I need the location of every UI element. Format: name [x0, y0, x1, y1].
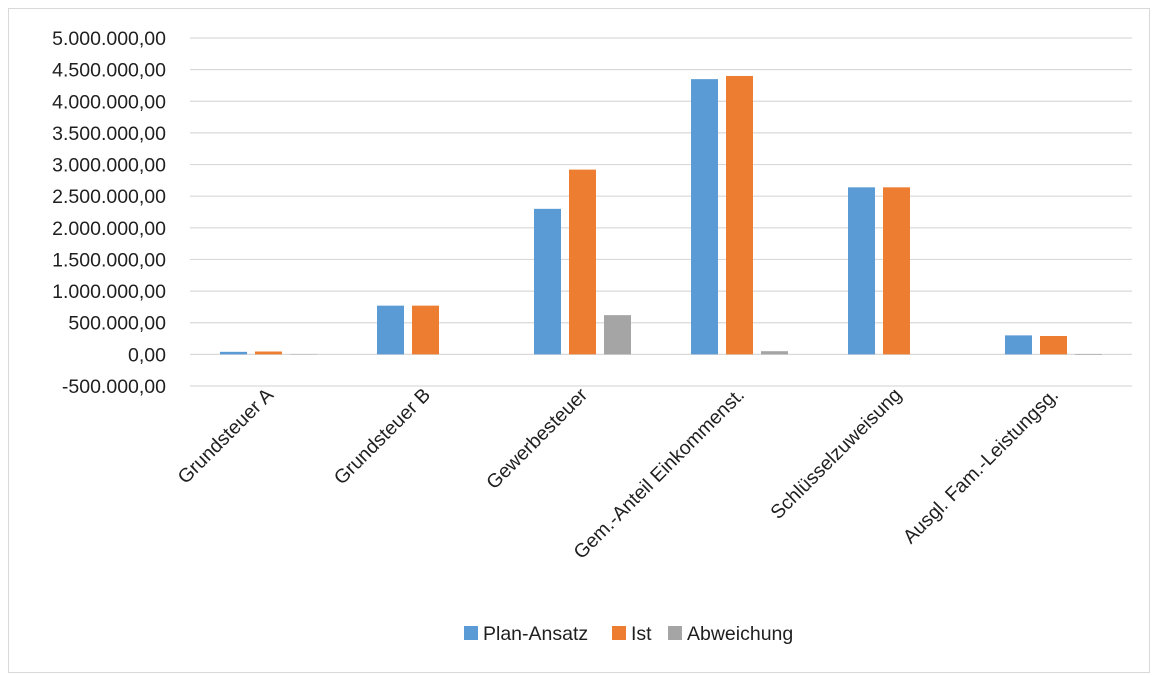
category-label: Grundsteuer A [174, 384, 278, 488]
legend-swatch [464, 626, 478, 640]
bar-plan-ansatz-1 [377, 305, 404, 355]
legend-label: Plan-Ansatz [483, 623, 588, 645]
y-tick-label: -500.000,00 [62, 376, 166, 398]
legend-swatch [612, 626, 626, 640]
bar-ist-2 [569, 169, 596, 355]
y-tick-label: 1.000.000,00 [52, 281, 166, 303]
legend-swatch [668, 626, 682, 640]
category-label: Grundsteuer B [330, 384, 435, 489]
y-tick-label: 2.000.000,00 [52, 218, 166, 240]
category-label: Gewerbesteuer [482, 384, 592, 494]
y-tick-label: 3.500.000,00 [52, 123, 166, 145]
bar-ist-5 [1040, 336, 1067, 355]
bar-plan-ansatz-2 [534, 208, 561, 355]
bars [220, 75, 1102, 355]
bar-ist-1 [412, 305, 439, 355]
legend-label: Abweichung [687, 623, 793, 645]
bar-plan-ansatz-5 [1005, 335, 1032, 355]
bar-abweichung-3 [761, 351, 788, 355]
bar-plan-ansatz-3 [691, 79, 718, 355]
y-tick-label: 5.000.000,00 [52, 28, 166, 50]
bar-ist-3 [726, 75, 753, 355]
category-label: Schlüsselzuweisung [766, 384, 906, 524]
category-label: Gem.-Anteil Einkommenst. [569, 384, 749, 564]
legend-label: Ist [631, 623, 652, 645]
y-tick-label: 4.000.000,00 [52, 91, 166, 113]
bar-plan-ansatz-4 [848, 187, 875, 355]
bar-ist-0 [255, 351, 282, 355]
x-axis-category-labels: Grundsteuer A Grundsteuer B GewerbesteuerG… [174, 384, 1063, 564]
y-tick-label: 500.000,00 [68, 313, 166, 335]
bar-abweichung-5 [1075, 354, 1102, 355]
gridlines [190, 37, 1132, 387]
bar-ist-4 [883, 187, 910, 355]
bar-plan-ansatz-0 [220, 351, 247, 355]
y-tick-label: 3.000.000,00 [52, 155, 166, 177]
y-tick-label: 2.500.000,00 [52, 186, 166, 208]
y-axis-tick-labels: 5.000.000,00 4.500.000,00 4.000.000,00 3.50… [52, 28, 166, 398]
legend: Plan-Ansatz Ist Abweichung [464, 623, 793, 645]
y-tick-label: 0,00 [128, 344, 166, 366]
y-tick-label: 4.500.000,00 [52, 60, 166, 82]
y-tick-label: 1.500.000,00 [52, 249, 166, 271]
category-label: Ausgl. Fam.-Leistungsg. [899, 384, 1063, 548]
bar-abweichung-2 [604, 315, 631, 355]
